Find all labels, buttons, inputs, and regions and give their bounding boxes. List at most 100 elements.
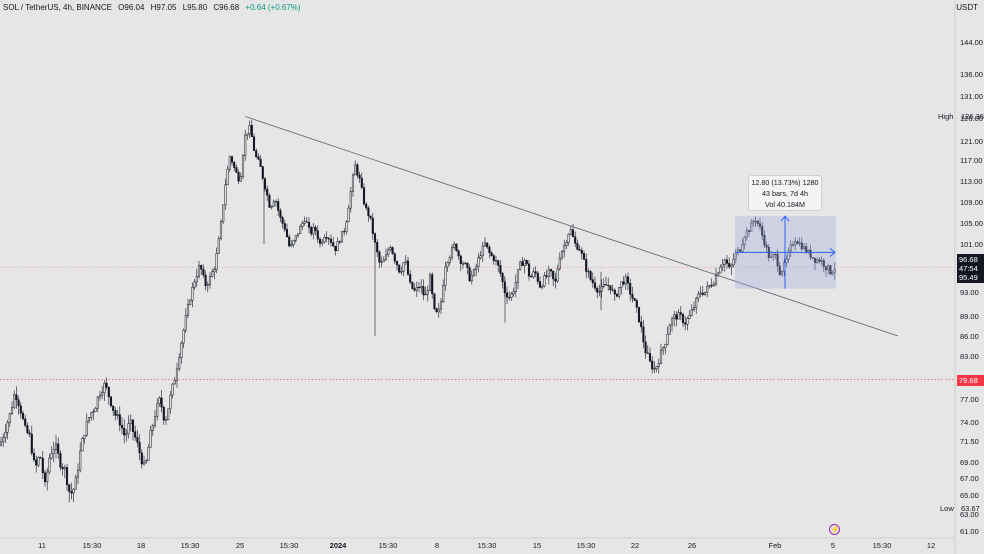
candle-body bbox=[796, 241, 799, 244]
candle-body bbox=[593, 282, 597, 289]
candle-body bbox=[411, 281, 414, 289]
time-tick-label: 15:30 bbox=[181, 541, 200, 550]
currency-label[interactable]: USDT bbox=[956, 3, 978, 12]
candle-body bbox=[530, 275, 533, 278]
time-tick-label: 15:30 bbox=[280, 541, 299, 550]
candle-body bbox=[437, 308, 440, 313]
lightning-icon[interactable]: ⚡ bbox=[829, 524, 840, 535]
candle-body bbox=[794, 241, 797, 246]
candle-body bbox=[613, 289, 616, 295]
candle-body bbox=[239, 176, 242, 182]
symbol-title[interactable]: SOL / TetherUS, 4h, BINANCE bbox=[3, 3, 112, 12]
candle-body bbox=[615, 293, 619, 297]
candle-body bbox=[272, 201, 275, 207]
candle-body bbox=[758, 223, 762, 227]
candle-body bbox=[699, 292, 702, 295]
candle-body bbox=[219, 221, 223, 240]
candle-body bbox=[703, 291, 707, 295]
candle-body bbox=[424, 294, 427, 296]
candle-body bbox=[230, 156, 234, 163]
candle-body bbox=[820, 260, 823, 262]
candle-body bbox=[184, 315, 187, 331]
candle-body bbox=[723, 259, 726, 265]
candle-body bbox=[325, 237, 328, 239]
downtrend-line[interactable] bbox=[244, 116, 899, 337]
candle-body bbox=[211, 271, 214, 277]
candle-body bbox=[215, 253, 218, 270]
candle-body bbox=[334, 245, 337, 251]
candle-body bbox=[508, 297, 511, 299]
candle-body bbox=[657, 363, 660, 367]
candle-body bbox=[745, 230, 748, 238]
candle-body bbox=[816, 259, 819, 263]
time-axis[interactable]: 11 15:30 18 15:30 25 15:30 2024 15:30 8 15:30 15 15… bbox=[38, 541, 935, 550]
candle-body bbox=[538, 281, 542, 288]
candle-body bbox=[259, 158, 262, 167]
candle-body bbox=[677, 312, 680, 320]
candle-body bbox=[142, 461, 146, 465]
candle-body bbox=[494, 260, 498, 262]
candle-body bbox=[809, 249, 812, 258]
candle-body bbox=[85, 420, 88, 436]
candle-body bbox=[776, 253, 779, 267]
candle-body bbox=[61, 466, 64, 470]
candle-body bbox=[563, 245, 566, 252]
candle-body bbox=[279, 210, 282, 218]
candle-body bbox=[488, 246, 491, 253]
low-label: Low bbox=[940, 504, 954, 513]
candle-body bbox=[620, 281, 623, 288]
price-tick-label: 136.00 bbox=[960, 70, 983, 79]
candle-body bbox=[32, 452, 36, 461]
candle-body bbox=[112, 405, 115, 411]
candle-body bbox=[527, 263, 531, 277]
candle-body bbox=[167, 408, 170, 420]
candle-body bbox=[640, 321, 643, 328]
candle-body bbox=[228, 156, 231, 170]
candle-body bbox=[802, 246, 806, 250]
candle-body bbox=[521, 261, 524, 266]
candle-body bbox=[222, 204, 225, 222]
candle-body bbox=[314, 227, 317, 231]
candle-body bbox=[28, 432, 31, 435]
candle-body bbox=[655, 366, 658, 370]
price-tick-label: 113.00 bbox=[960, 177, 982, 186]
candle-body bbox=[98, 394, 102, 398]
candle-body bbox=[598, 291, 601, 293]
candle-body bbox=[52, 449, 55, 454]
candle-body bbox=[631, 294, 634, 299]
candle-body bbox=[750, 222, 753, 232]
time-tick-label: 15:30 bbox=[478, 541, 497, 550]
candle-body bbox=[340, 231, 344, 243]
candle-body bbox=[673, 314, 676, 319]
candle-body bbox=[670, 318, 674, 326]
candle-body bbox=[131, 419, 135, 432]
price-tick-label: 86.00 bbox=[960, 332, 979, 341]
price-tick-label: 67.00 bbox=[960, 474, 979, 483]
candle-body bbox=[107, 386, 110, 397]
price-axis[interactable]: 144.00 136.00 131.00 126.00 121.00 117.00 113.… bbox=[960, 38, 983, 536]
candle-body bbox=[189, 300, 192, 305]
candle-body bbox=[787, 250, 790, 260]
candle-body bbox=[158, 397, 161, 405]
candle-body bbox=[87, 417, 91, 422]
candle-body bbox=[116, 414, 119, 416]
candle-body bbox=[442, 285, 445, 303]
candle-body bbox=[347, 207, 350, 223]
candle-body bbox=[653, 368, 656, 370]
candle-body bbox=[534, 271, 537, 274]
candle-body bbox=[719, 266, 722, 274]
candle-body bbox=[171, 383, 174, 396]
candle-body bbox=[235, 167, 238, 173]
plot-area[interactable] bbox=[0, 0, 955, 538]
time-tick-label: Feb bbox=[769, 541, 782, 550]
price-tick-label: 126.00 bbox=[960, 114, 983, 123]
candle-body bbox=[596, 287, 599, 293]
candle-body bbox=[360, 177, 363, 188]
candle-body bbox=[519, 261, 522, 270]
candle-body bbox=[37, 457, 40, 466]
candle-body bbox=[798, 242, 801, 244]
candle-body bbox=[728, 263, 731, 268]
candle-body bbox=[329, 238, 333, 243]
candle-body bbox=[316, 230, 319, 240]
